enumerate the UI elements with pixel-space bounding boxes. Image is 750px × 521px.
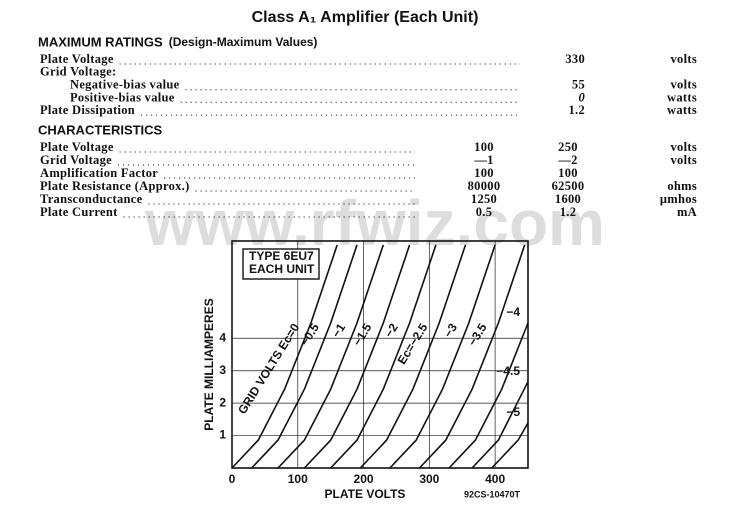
row-unit: watts: [667, 90, 697, 104]
curve: [359, 244, 467, 469]
curve-label: −1: [329, 321, 348, 340]
curve: [389, 244, 496, 469]
section-heading: MAXIMUM RATINGS: [38, 34, 163, 49]
curve: [277, 244, 385, 469]
row-label: Negative-bias value: [70, 77, 180, 91]
row-value: 62500: [552, 179, 585, 193]
row-label: Plate Current: [40, 205, 118, 219]
x-tick-label: 100: [288, 472, 308, 486]
row-unit: watts: [667, 103, 697, 117]
row-unit: volts: [671, 140, 698, 154]
row-value: —2: [557, 153, 577, 167]
curve-label: −1.5: [350, 321, 375, 349]
row-value: 55: [572, 77, 585, 91]
row-value: 0.5: [476, 205, 493, 219]
row-value: 1.2: [560, 205, 577, 219]
row-label: Transconductance: [40, 192, 143, 206]
row-label: Plate Resistance (Approx.): [40, 179, 190, 193]
chart-title: EACH UNIT: [249, 262, 315, 276]
watermark: www.rfwiz.com: [144, 187, 605, 259]
row-label: Grid Voltage: [40, 153, 112, 167]
row-unit: ohms: [667, 179, 697, 193]
row-label: Plate Voltage: [40, 140, 114, 154]
row-value: 1250: [471, 192, 497, 206]
title: Class A₁ Amplifier (Each Unit): [252, 9, 479, 26]
y-tick-label: 2: [219, 395, 226, 409]
row-value: 330: [565, 52, 585, 66]
curve-label: −4: [506, 305, 520, 319]
row-value: 0: [578, 90, 585, 104]
curve-label: −5: [506, 405, 520, 419]
curve: [491, 422, 529, 469]
row-label: Positive-bias value: [70, 90, 175, 104]
row-unit: volts: [671, 77, 698, 91]
chart-title: TYPE 6EU7: [249, 249, 314, 263]
row-value: 100: [474, 166, 494, 180]
section-heading: CHARACTERISTICS: [38, 122, 163, 137]
curve: [418, 244, 526, 469]
row-unit: volts: [671, 52, 698, 66]
x-tick-label: 0: [229, 472, 236, 486]
row-value: 100: [558, 166, 578, 180]
section-subheading: (Design-Maximum Values): [169, 35, 318, 49]
x-tick-label: 400: [485, 472, 505, 486]
row-label: Amplification Factor: [40, 166, 158, 180]
x-tick-label: 300: [419, 472, 439, 486]
row-value: 1.2: [568, 103, 585, 117]
row-label: Plate Dissipation: [40, 103, 135, 117]
curve: [448, 322, 529, 469]
curve-label: −4.5: [496, 364, 520, 378]
curve: [251, 244, 358, 469]
row-label: Grid Voltage:: [40, 65, 116, 79]
y-tick-label: 4: [219, 330, 226, 344]
row-unit: volts: [671, 153, 698, 167]
row-value: 80000: [468, 179, 501, 193]
row-value: —1: [473, 153, 493, 167]
type-box: [242, 248, 320, 280]
curve-label: −2: [382, 321, 401, 340]
curve: [330, 244, 437, 469]
row-label: Plate Voltage: [40, 52, 114, 66]
curve: [303, 244, 411, 469]
y-tick-label: 3: [219, 363, 226, 377]
x-tick-label: 200: [354, 472, 374, 486]
y-tick-label: 1: [219, 428, 226, 442]
y-axis-label: PLATE MILLIAMPERES: [202, 298, 216, 430]
x-axis-label: PLATE VOLTS: [325, 487, 406, 501]
row-value: 1600: [555, 192, 581, 206]
curve-label: −0.5: [297, 321, 322, 349]
row-unit: μmhos: [660, 192, 697, 206]
row-value: 100: [474, 140, 494, 154]
curve: [231, 244, 338, 469]
curve-label: −3: [441, 321, 460, 340]
row-value: 250: [558, 140, 578, 154]
curve: [471, 381, 529, 469]
figure-code: 92CS-10470T: [464, 489, 521, 499]
row-unit: mA: [677, 205, 697, 219]
